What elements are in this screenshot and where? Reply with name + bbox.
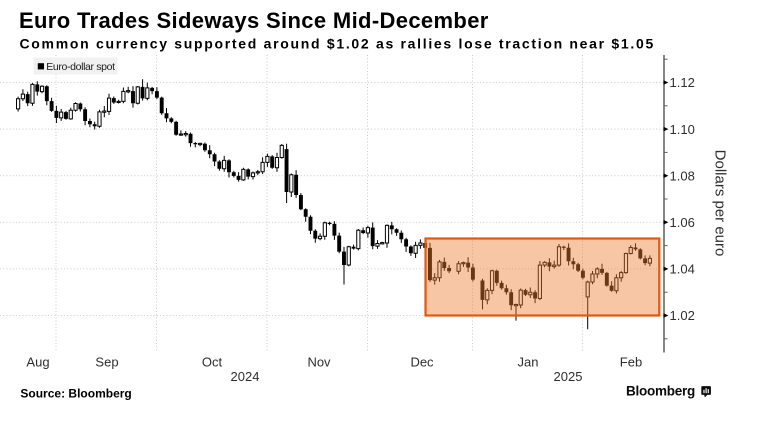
svg-text:Nov: Nov: [307, 355, 331, 370]
svg-text:Euro-dollar spot: Euro-dollar spot: [46, 61, 115, 73]
svg-text:Sep: Sep: [95, 355, 118, 370]
svg-text:Oct: Oct: [202, 355, 223, 370]
svg-text:1.08: 1.08: [670, 168, 695, 183]
svg-text:Aug: Aug: [26, 355, 49, 370]
svg-text:Dec: Dec: [410, 355, 434, 370]
svg-text:Bloomberg: Bloomberg: [626, 383, 695, 398]
svg-text:1.02: 1.02: [670, 308, 695, 323]
svg-text:1.10: 1.10: [670, 122, 695, 137]
svg-text:1.06: 1.06: [670, 215, 695, 230]
svg-text:Feb: Feb: [620, 355, 642, 370]
svg-text:Dollars per euro: Dollars per euro: [712, 150, 729, 257]
svg-text:Jan: Jan: [518, 355, 539, 370]
svg-text:2025: 2025: [554, 369, 583, 384]
svg-text:1.04: 1.04: [670, 262, 695, 277]
svg-text:Source: Bloomberg: Source: Bloomberg: [20, 386, 131, 400]
svg-text:1.12: 1.12: [670, 75, 695, 90]
svg-text:Common currency supported arou: Common currency supported around $1.02 a…: [20, 36, 655, 52]
svg-text:Euro Trades Sideways Since Mid: Euro Trades Sideways Since Mid-December: [19, 8, 489, 33]
svg-text:2024: 2024: [231, 369, 260, 384]
